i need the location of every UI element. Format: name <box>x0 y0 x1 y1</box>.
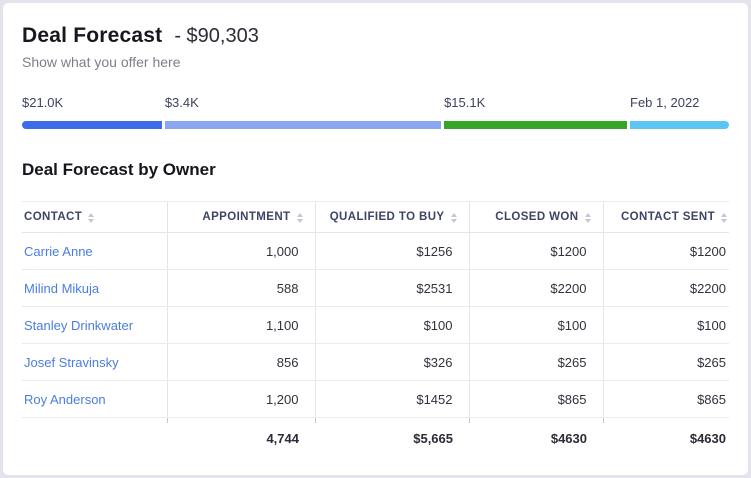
cell-contact-sent: $1200 <box>602 232 729 270</box>
column-header-contact-sent[interactable]: CONTACT SENT <box>602 201 729 233</box>
deal-forecast-card: Deal Forecast - $90,303 Show what you of… <box>3 3 748 475</box>
table-row: Josef Stravinsky 856 $326 $265 $265 <box>22 343 729 381</box>
cell-closed-won: $100 <box>468 306 603 344</box>
page-title-text: Deal Forecast <box>22 24 163 47</box>
cell-contact: Roy Anderson <box>22 380 167 418</box>
cell-qualified-to-buy: $2531 <box>314 269 469 307</box>
deal-forecast-table: CONTACT APPOINTMENT QUALIFIED TO BUY CLOSED… <box>22 201 729 460</box>
column-header-label: CONTACT <box>24 211 95 223</box>
table-header-row: CONTACT APPOINTMENT QUALIFIED TO BUY CLOSED… <box>22 201 729 233</box>
page-title-amount: - $90,303 <box>174 25 259 47</box>
total-appointment: 4,744 <box>167 417 315 460</box>
contact-link[interactable]: Roy Anderson <box>24 391 106 407</box>
funnel-label: Feb 1, 2022 <box>630 95 700 110</box>
cell-closed-won: $865 <box>468 380 603 418</box>
funnel-segment-$15.1k[interactable] <box>444 121 630 129</box>
table-section-heading: Deal Forecast by Owner <box>22 160 216 179</box>
sort-icon <box>721 213 727 223</box>
column-header-qualified-to-buy[interactable]: QUALIFIED TO BUY <box>314 201 469 233</box>
funnel-label: $21.0K <box>22 95 64 110</box>
column-header-closed-won[interactable]: CLOSED WON <box>468 201 603 233</box>
cell-qualified-to-buy: $1256 <box>314 232 469 270</box>
page-subtitle: Show what you offer here <box>22 54 181 70</box>
table-row: Roy Anderson 1,200 $1452 $865 $865 <box>22 380 729 418</box>
cell-qualified-to-buy: $326 <box>314 343 469 381</box>
column-header-label: CONTACT SENT <box>621 211 727 223</box>
cell-contact-sent: $265 <box>602 343 729 381</box>
column-header-label: APPOINTMENT <box>202 211 303 223</box>
cell-contact-sent: $100 <box>602 306 729 344</box>
cell-appointment: 1,100 <box>166 306 315 344</box>
funnel-segment-$3.4k[interactable] <box>164 121 445 129</box>
funnel-label: $15.1K <box>444 95 486 110</box>
cell-contact: Milind Mikuja <box>22 269 167 307</box>
cell-contact: Stanley Drinkwater <box>22 306 167 344</box>
cell-appointment: 588 <box>166 269 315 307</box>
column-header-contact[interactable]: CONTACT <box>22 201 167 233</box>
cell-appointment: 1,000 <box>166 232 315 270</box>
cell-appointment: 856 <box>166 343 315 381</box>
cell-contact: Carrie Anne <box>22 232 167 270</box>
funnel-labels: $21.0K $3.4K $15.1K Feb 1, 2022 <box>22 95 729 112</box>
total-contact-sent: $4630 <box>603 417 729 460</box>
contact-link[interactable]: Stanley Drinkwater <box>24 317 134 333</box>
cell-appointment: 1,200 <box>166 380 315 418</box>
table-row: Stanley Drinkwater 1,100 $100 $100 $100 <box>22 306 729 344</box>
cell-qualified-to-buy: $1452 <box>314 380 469 418</box>
funnel-bar <box>22 121 729 129</box>
column-header-appointment[interactable]: APPOINTMENT <box>166 201 315 233</box>
sort-icon <box>296 213 303 223</box>
cell-closed-won: $1200 <box>468 232 603 270</box>
total-qualified-to-buy: $5,665 <box>315 417 469 460</box>
funnel-segment-$21.0k[interactable] <box>22 121 165 129</box>
cell-contact-sent: $865 <box>602 380 729 418</box>
cell-contact-sent: $2200 <box>602 269 729 307</box>
cell-contact: Josef Stravinsky <box>22 343 167 381</box>
cell-closed-won: $2200 <box>468 269 603 307</box>
column-header-label: QUALIFIED TO BUY <box>330 211 457 223</box>
sort-icon <box>584 213 591 223</box>
table-row: Milind Mikuja 588 $2531 $2200 $2200 <box>22 269 729 307</box>
total-contact <box>22 417 167 460</box>
funnel-label: $3.4K <box>164 95 199 110</box>
contact-link[interactable]: Carrie Anne <box>24 243 93 259</box>
sort-icon <box>88 213 95 223</box>
page-title: Deal Forecast - $90,303 <box>22 24 729 48</box>
cell-closed-won: $265 <box>468 343 603 381</box>
cell-qualified-to-buy: $100 <box>314 306 469 344</box>
total-closed-won: $4630 <box>469 417 603 460</box>
table-row: Carrie Anne 1,000 $1256 $1200 $1200 <box>22 232 729 270</box>
column-header-label: CLOSED WON <box>495 211 591 223</box>
totals-row: 4,744 $5,665 $4630 $4630 <box>22 417 729 460</box>
funnel-segment-feb-1,-2022[interactable] <box>630 121 729 129</box>
contact-link[interactable]: Milind Mikuja <box>24 280 100 296</box>
contact-link[interactable]: Josef Stravinsky <box>24 354 119 370</box>
sort-icon <box>450 213 457 223</box>
deal-stage-funnel: $21.0K $3.4K $15.1K Feb 1, 2022 <box>22 95 729 129</box>
